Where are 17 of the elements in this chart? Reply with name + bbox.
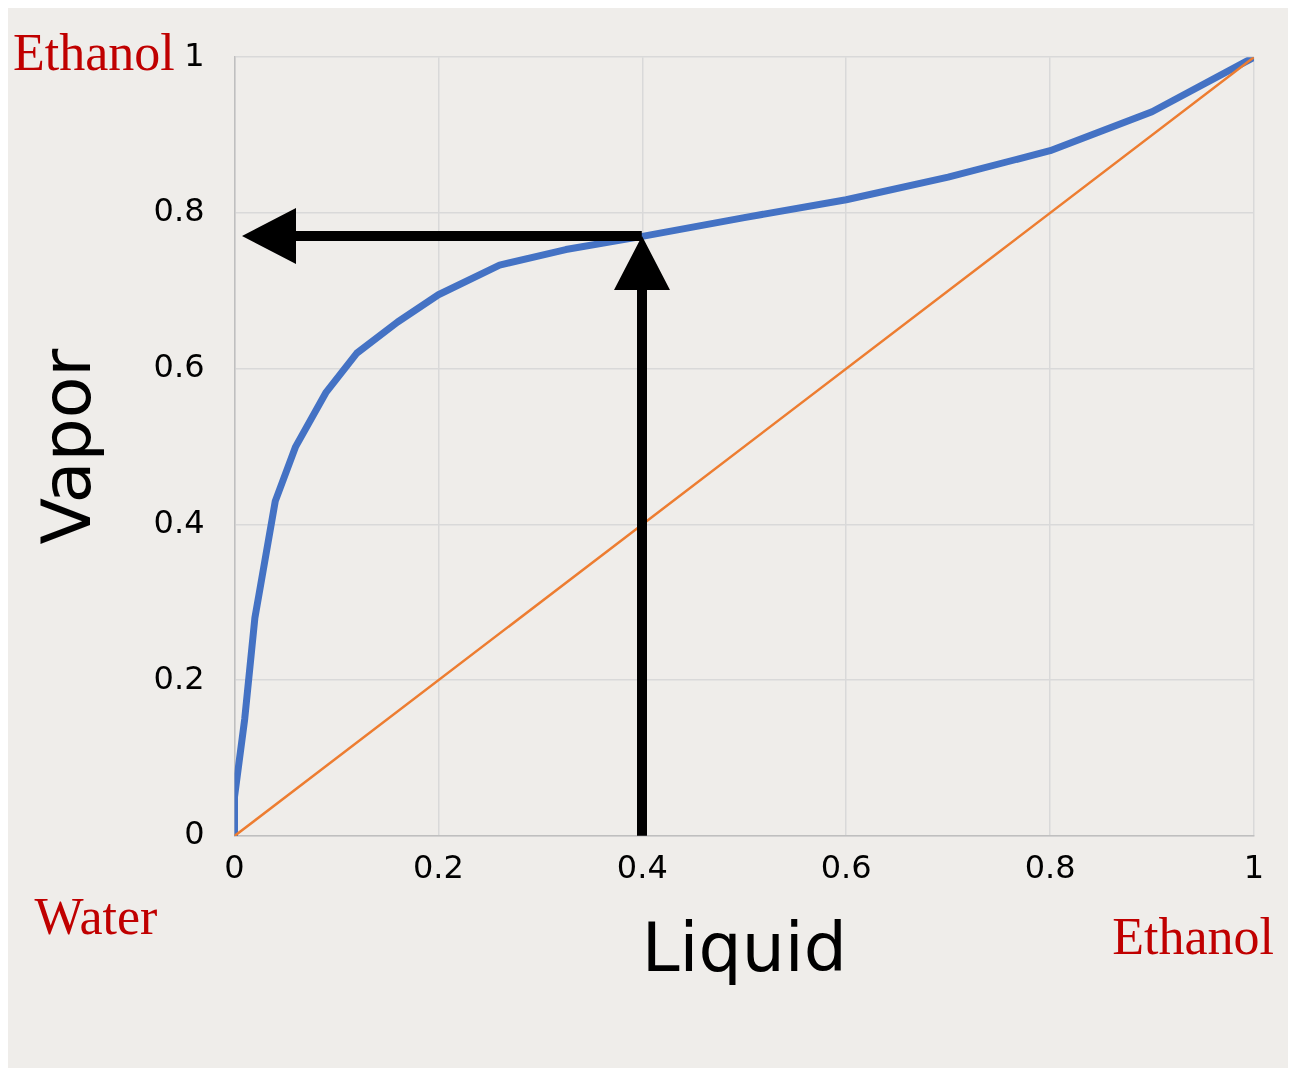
- text: Ethanol: [1112, 908, 1274, 965]
- y-tick-label: 0: [184, 814, 205, 853]
- x-tick-label: 0.2: [412, 847, 464, 886]
- x-tick-label: 0.4: [616, 847, 668, 886]
- x-tick-label: 1: [1243, 847, 1265, 886]
- x-tick-label: 0.8: [1024, 847, 1076, 886]
- y-tick-label: 0.8: [153, 191, 205, 230]
- text: Ethanol: [13, 24, 175, 82]
- y-tick-label: 1: [184, 35, 205, 74]
- y-tick-label: 0.4: [153, 502, 205, 541]
- x-tick-label: 0.6: [820, 847, 872, 886]
- y-axis-title: Vapor: [27, 348, 107, 545]
- y-tick-label: 0.2: [153, 658, 205, 697]
- text: Water: [34, 888, 158, 945]
- x-tick-label: 0: [224, 847, 245, 886]
- y-tick-label: 0.6: [153, 347, 205, 386]
- x-axis-title: Liquid: [641, 907, 847, 987]
